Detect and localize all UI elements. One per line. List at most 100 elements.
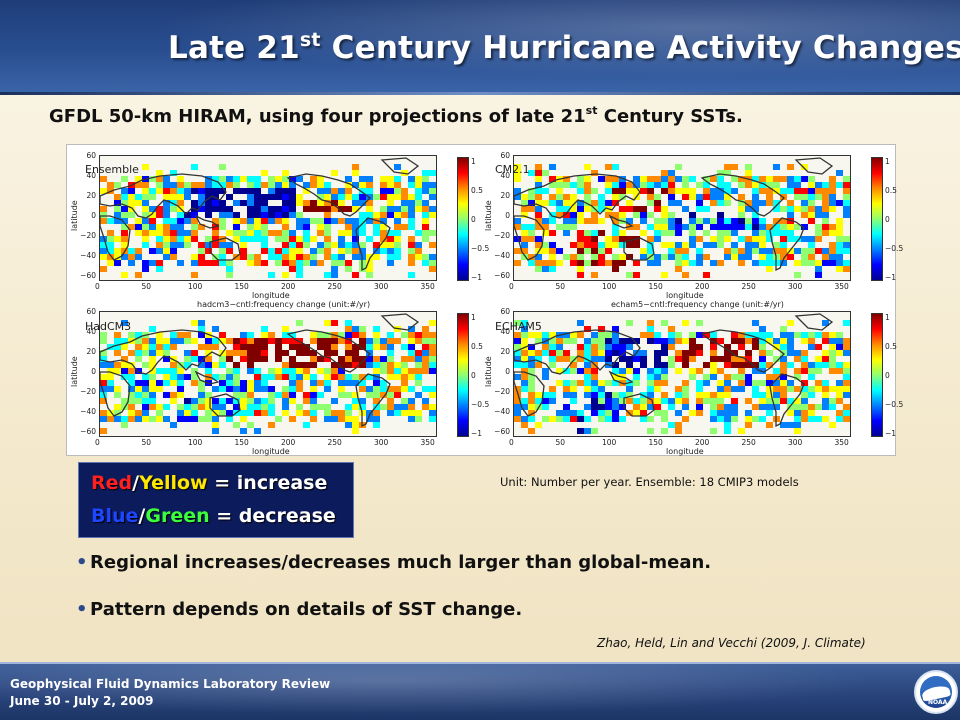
y-axis-label: latitude (70, 356, 79, 387)
colorbar-tick-label: 0 (471, 371, 476, 380)
y-tick-label: 40 (500, 171, 510, 180)
colorbar-tick-label: 1 (885, 157, 890, 166)
y-tick-label: 40 (500, 327, 510, 336)
y-axis-ticks: 60 40 20 0 −20 −40 −60 (494, 151, 511, 281)
x-tick-label: 350 (834, 282, 849, 291)
y-tick-label: 0 (91, 211, 96, 220)
frequency-change-map (513, 155, 851, 281)
y-axis-ticks: 60 40 20 0 −20 −40 −60 (494, 307, 511, 437)
footer-bar: Geophysical Fluid Dynamics Laboratory Re… (0, 664, 960, 720)
colorbar-ticks: 1 0.5 0 −0.5 −1 (885, 157, 911, 282)
y-tick-label: −60 (80, 271, 96, 280)
x-tick-label: 300 (374, 438, 389, 447)
y-tick-label: −40 (80, 251, 96, 260)
x-tick-label: 0 (509, 282, 514, 291)
y-tick-label: 60 (86, 307, 96, 316)
footer-event-title: Geophysical Fluid Dynamics Laboratory Re… (10, 677, 331, 691)
y-tick-label: 0 (505, 367, 510, 376)
colorbar-tick-label: 0 (885, 371, 890, 380)
panel-top-title: echam5−cntl:frequency change (unit:#/yr) (611, 300, 784, 309)
x-tick-label: 100 (602, 282, 617, 291)
x-tick-label: 300 (788, 282, 803, 291)
frequency-change-map (513, 311, 851, 437)
colorbar-tick-label: 0.5 (471, 186, 483, 195)
x-tick-label: 50 (141, 438, 152, 447)
legend-increase-line: Red/Yellow = increase (91, 472, 328, 494)
colorbar-tick-label: 0.5 (885, 186, 897, 195)
legend-yellow-word: Yellow (139, 472, 208, 494)
frequency-change-map (99, 155, 437, 281)
legend-decrease-line: Blue/Green = decrease (91, 505, 336, 527)
footer-gloss (0, 664, 960, 720)
header-bar: Late 21st Century Hurricane Activity Cha… (0, 0, 960, 92)
colorbar-tick-label: 1 (471, 157, 476, 166)
x-tick-label: 50 (141, 282, 152, 291)
y-axis-label: latitude (70, 200, 79, 231)
y-tick-label: −40 (494, 251, 510, 260)
y-tick-label: −20 (80, 231, 96, 240)
slide-subtitle: GFDL 50-km HIRAM, using four projections… (49, 104, 743, 127)
colorbar-tick-label: −1 (471, 273, 483, 282)
y-tick-label: 0 (505, 211, 510, 220)
map-panel-hadcm3: hadcm3−cntl:frequency change (unit:#/yr)… (67, 300, 489, 456)
header-divider (0, 92, 960, 95)
x-axis-ticks: 0 50 100 150 200 250 300 350 (95, 282, 439, 292)
y-tick-label: −40 (494, 407, 510, 416)
y-tick-label: 60 (500, 151, 510, 160)
y-tick-label: 40 (86, 171, 96, 180)
x-axis-label: longitude (252, 291, 290, 300)
x-tick-label: 300 (788, 438, 803, 447)
y-tick-label: 60 (500, 307, 510, 316)
map-panel-ensemble: latitude 60 40 20 0 −20 −40 −60 0 50 100 150 200 250 3… (67, 147, 489, 300)
header-gloss (0, 0, 960, 92)
panel-top-title: hadcm3−cntl:frequency change (unit:#/yr) (197, 300, 371, 309)
x-axis-ticks: 0 50 100 150 200 250 300 350 (95, 438, 439, 448)
map-figure: latitude 60 40 20 0 −20 −40 −60 0 50 100 150 200 250 3… (66, 144, 903, 456)
panel-label-cm21: CM2.1 (495, 163, 530, 176)
map-panel-cm21: latitude 60 40 20 0 −20 −40 −60 0 50 100 150 200 250 3… (481, 147, 903, 300)
x-tick-label: 50 (555, 282, 566, 291)
x-tick-label: 250 (327, 438, 342, 447)
x-tick-label: 100 (602, 438, 617, 447)
color-legend-box: Red/Yellow = increase Blue/Green = decre… (78, 462, 354, 538)
bullet-dot-icon: • (76, 599, 88, 620)
colorbar-ticks: 1 0.5 0 −0.5 −1 (471, 313, 497, 438)
x-tick-label: 350 (420, 438, 435, 447)
x-tick-label: 300 (374, 282, 389, 291)
footer-divider (0, 662, 960, 664)
colorbar-tick-label: 1 (885, 313, 890, 322)
colorbar (457, 313, 469, 437)
colorbar-tick-label: −1 (885, 273, 897, 282)
x-axis-ticks: 0 50 100 150 200 250 300 350 (509, 282, 853, 292)
y-tick-label: −60 (80, 427, 96, 436)
x-tick-label: 100 (188, 282, 203, 291)
x-tick-label: 250 (741, 282, 756, 291)
bullet-item: • Regional increases/decreases much large… (76, 552, 712, 573)
x-axis-label: longitude (666, 447, 704, 456)
colorbar-tick-label: −1 (885, 429, 897, 438)
panel-label-ensemble: Ensemble (85, 163, 139, 176)
x-tick-label: 350 (420, 282, 435, 291)
x-tick-label: 100 (188, 438, 203, 447)
y-tick-label: 20 (86, 191, 96, 200)
colorbar-tick-label: −1 (471, 429, 483, 438)
x-tick-label: 150 (648, 438, 663, 447)
x-tick-label: 200 (695, 282, 710, 291)
x-axis-ticks: 0 50 100 150 200 250 300 350 (509, 438, 853, 448)
bullet-dot-icon: • (76, 552, 88, 573)
colorbar-tick-label: −0.5 (885, 244, 904, 253)
x-tick-label: 250 (741, 438, 756, 447)
x-tick-label: 350 (834, 438, 849, 447)
y-tick-label: −20 (80, 387, 96, 396)
y-axis-ticks: 60 40 20 0 −20 −40 −60 (80, 151, 97, 281)
colorbar (457, 157, 469, 281)
panel-label-hadcm3: HadCM3 (85, 320, 132, 333)
panel-label-echam5: ECHAM5 (495, 320, 542, 333)
x-tick-label: 0 (509, 438, 514, 447)
colorbar-ticks: 1 0.5 0 −0.5 −1 (885, 313, 911, 438)
y-axis-ticks: 60 40 20 0 −20 −40 −60 (80, 307, 97, 437)
x-axis-label: longitude (666, 291, 704, 300)
colorbar-tick-label: 0.5 (885, 342, 897, 351)
y-tick-label: 60 (86, 151, 96, 160)
